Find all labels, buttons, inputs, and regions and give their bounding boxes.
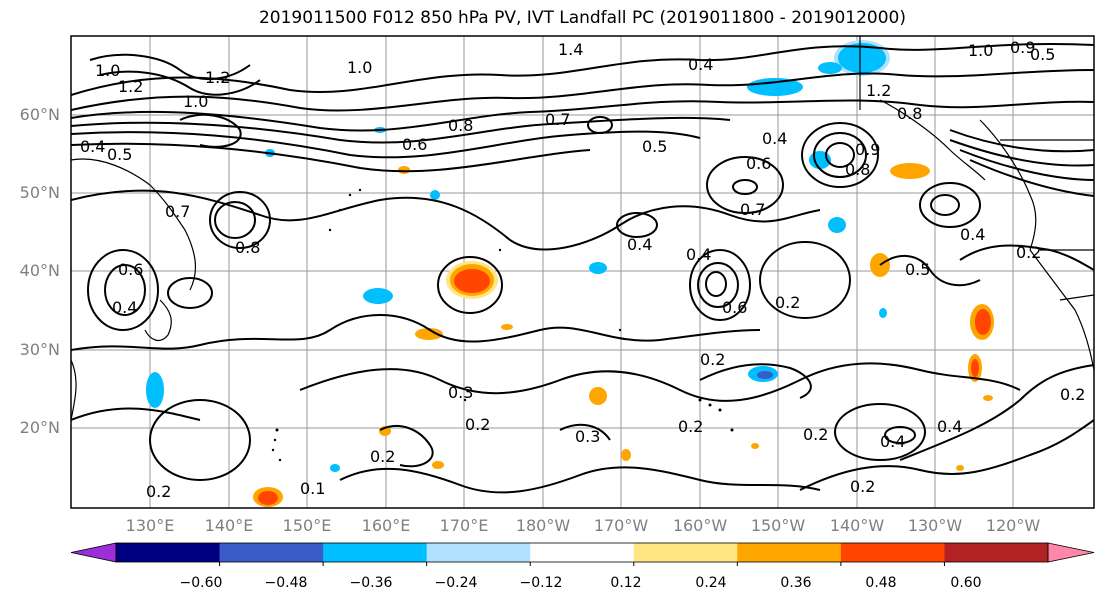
contour-label: 0.2 (1060, 385, 1085, 404)
map-title: 2019011500 F012 850 hPa PV, IVT Landfall… (258, 8, 906, 28)
contour-label: 0.2 (850, 477, 875, 496)
contour-label: 0.5 (107, 145, 132, 164)
contour-label: 0.9 (855, 140, 880, 159)
lon-label: 140°E (204, 516, 254, 535)
contour-label: 0.6 (722, 298, 747, 317)
colorbar-tick-label: 0.12 (610, 575, 642, 591)
lat-label: 60°N (19, 105, 60, 124)
lon-label: 160°E (361, 516, 411, 535)
coastlines (71, 36, 1094, 421)
lon-label: 180°W (515, 516, 571, 535)
lon-label: 160°W (672, 516, 728, 535)
colorbar-tick-label: 0.48 (865, 575, 897, 591)
contour-label: 0.8 (897, 104, 922, 123)
lon-label: 150°W (750, 516, 806, 535)
contour-label: 0.6 (118, 260, 143, 279)
contour-label: 0.8 (448, 116, 473, 135)
islands (271, 188, 734, 462)
contour-label: 0.2 (700, 350, 725, 369)
colorbar-tick-label: 0.24 (695, 575, 727, 591)
contour-label: 1.0 (968, 41, 993, 60)
colorbar-segment (323, 543, 428, 562)
contour-label: 0.1 (300, 479, 325, 498)
contour-label: 0.2 (1016, 243, 1041, 262)
colorbar-tick-label: −0.60 (179, 575, 223, 591)
colorbar-tick-label: −0.24 (434, 575, 478, 591)
contour-label: 1.2 (118, 77, 143, 96)
lon-label: 120°W (985, 516, 1041, 535)
contour-label: 0.2 (678, 417, 703, 436)
colorbar (70, 542, 1095, 566)
contour-label: 0.7 (165, 202, 190, 221)
colorbar-segment (530, 543, 635, 562)
lon-label: 130°E (125, 516, 175, 535)
contour-label: 0.2 (465, 415, 490, 434)
contour-label: 0.7 (740, 200, 765, 219)
contour-label: 0.2 (370, 447, 395, 466)
colorbar-segment (737, 543, 842, 562)
colorbar-segment (116, 543, 221, 562)
colorbar-tick-label: 0.36 (780, 575, 812, 591)
contour-label: 0.2 (803, 425, 828, 444)
colorbar-segment (219, 543, 324, 562)
contour-label: 0.4 (960, 225, 985, 244)
lon-label: 170°E (439, 516, 489, 535)
colorbar-tick-label: −0.12 (519, 575, 563, 591)
lat-label: 20°N (19, 418, 60, 437)
lon-label: 150°E (282, 516, 332, 535)
contour-label: 1.2 (205, 68, 230, 87)
contour-label: 1.0 (347, 58, 372, 77)
colorbar-segment (944, 543, 1049, 562)
contour-label: 0.6 (402, 135, 427, 154)
map-frame (70, 35, 1095, 509)
contour-label: 0.4 (880, 432, 905, 451)
contour-label: 0.3 (448, 383, 473, 402)
colorbar-extend-low (70, 542, 117, 563)
contour-label: 0.5 (905, 260, 930, 279)
contour-label: 0.9 (1010, 38, 1035, 57)
colorbar-segment (426, 543, 531, 562)
colorbar-tick-label: −0.36 (349, 575, 393, 591)
colorbar-tick-label: 0.60 (950, 575, 982, 591)
contour-label: 0.8 (235, 238, 260, 257)
contour-label: 0.4 (112, 298, 137, 317)
contour-label: 0.6 (746, 154, 771, 173)
contour-label: 0.4 (937, 417, 962, 436)
pc-shading (146, 40, 994, 507)
colorbar-segment (840, 543, 945, 562)
contour-labels: 1.0 1.2 1.2 1.0 1.0 0.5 0.4 0.6 0.8 0.7 … (80, 38, 1085, 501)
contour-label: 0.7 (545, 110, 570, 129)
colorbar-tick-label: −0.48 (264, 575, 308, 591)
contour-label: 0.5 (1030, 45, 1055, 64)
lat-label: 30°N (19, 340, 60, 359)
contour-label: 0.3 (575, 427, 600, 446)
lat-label: 50°N (19, 183, 60, 202)
contour-label: 0.4 (762, 129, 787, 148)
lat-label: 40°N (19, 261, 60, 280)
contour-label: 0.2 (775, 293, 800, 312)
contour-label: 0.4 (688, 55, 713, 74)
contour-label: 0.5 (642, 137, 667, 156)
lon-label: 140°W (829, 516, 885, 535)
lon-label: 170°W (593, 516, 649, 535)
contour-label: 0.2 (146, 482, 171, 501)
contour-label: 0.4 (686, 245, 711, 264)
colorbar-frame (115, 542, 1049, 563)
contour-label: 1.0 (95, 61, 120, 80)
contour-label: 1.0 (183, 92, 208, 111)
contour-label: 0.4 (627, 235, 652, 254)
colorbar-extend-high (1047, 542, 1095, 563)
contours (71, 42, 1094, 494)
contour-label: 0.4 (80, 137, 105, 156)
colorbar-segment (633, 543, 738, 562)
contour-label: 1.2 (866, 81, 891, 100)
contour-label: 0.8 (845, 160, 870, 179)
contour-label: 1.4 (558, 40, 583, 59)
lon-label: 130°W (907, 516, 963, 535)
